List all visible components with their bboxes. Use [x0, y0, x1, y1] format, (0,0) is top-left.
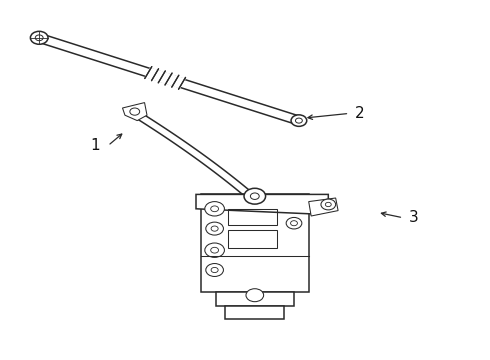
Text: 1: 1	[91, 138, 100, 153]
Polygon shape	[122, 103, 147, 121]
Bar	[228, 209, 277, 225]
Circle shape	[206, 222, 223, 235]
Bar	[225, 306, 284, 319]
Circle shape	[244, 188, 266, 204]
Circle shape	[246, 289, 264, 302]
Text: 2: 2	[355, 106, 365, 121]
Circle shape	[286, 217, 302, 229]
Circle shape	[30, 31, 48, 44]
Circle shape	[206, 264, 223, 276]
Polygon shape	[309, 198, 338, 216]
Circle shape	[321, 199, 336, 210]
Text: 3: 3	[409, 210, 419, 225]
Bar	[228, 230, 277, 248]
Circle shape	[205, 243, 224, 257]
Bar	[216, 292, 294, 306]
Circle shape	[205, 202, 224, 216]
Bar	[201, 194, 309, 292]
Circle shape	[291, 115, 307, 126]
Polygon shape	[196, 194, 328, 214]
